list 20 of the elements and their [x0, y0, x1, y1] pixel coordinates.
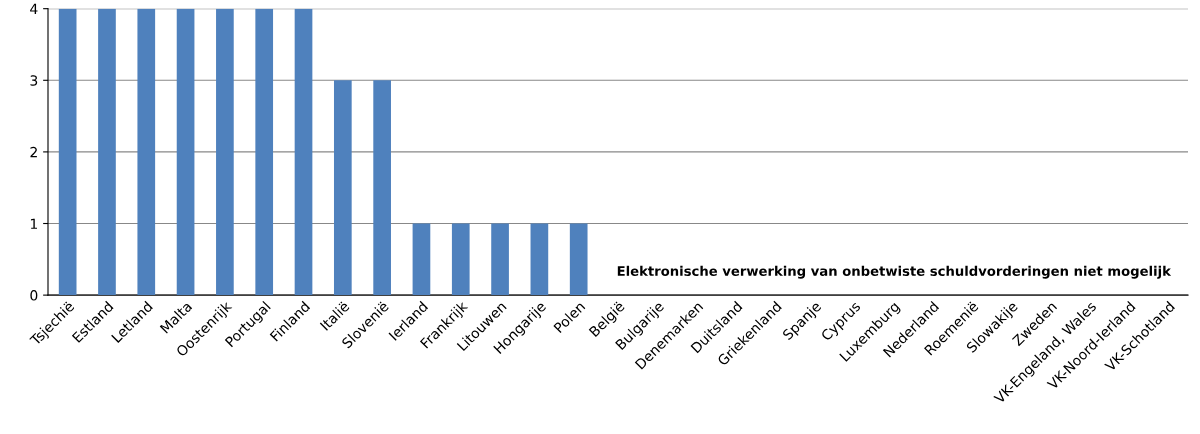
bar — [216, 8, 234, 296]
bar — [58, 8, 77, 296]
y-tick-label: 4 — [30, 3, 38, 14]
y-tick-label: 3 — [30, 75, 38, 86]
y-tick-label: 0 — [30, 290, 38, 301]
bar — [176, 8, 195, 296]
bar — [530, 223, 549, 296]
bar — [373, 80, 391, 296]
bar — [569, 223, 588, 296]
bar — [294, 8, 313, 296]
y-tick-label: 2 — [30, 146, 37, 158]
bar — [451, 223, 470, 296]
y-tick-label: 1 — [30, 218, 37, 229]
bar — [137, 8, 156, 296]
bar — [333, 80, 352, 296]
bar — [255, 8, 274, 296]
bar — [412, 223, 431, 296]
bar — [98, 8, 116, 296]
bar — [491, 223, 509, 296]
annotation: Elektronische verwerking van onbetwiste schuldvorderingen niet mogelijk — [617, 265, 1172, 279]
